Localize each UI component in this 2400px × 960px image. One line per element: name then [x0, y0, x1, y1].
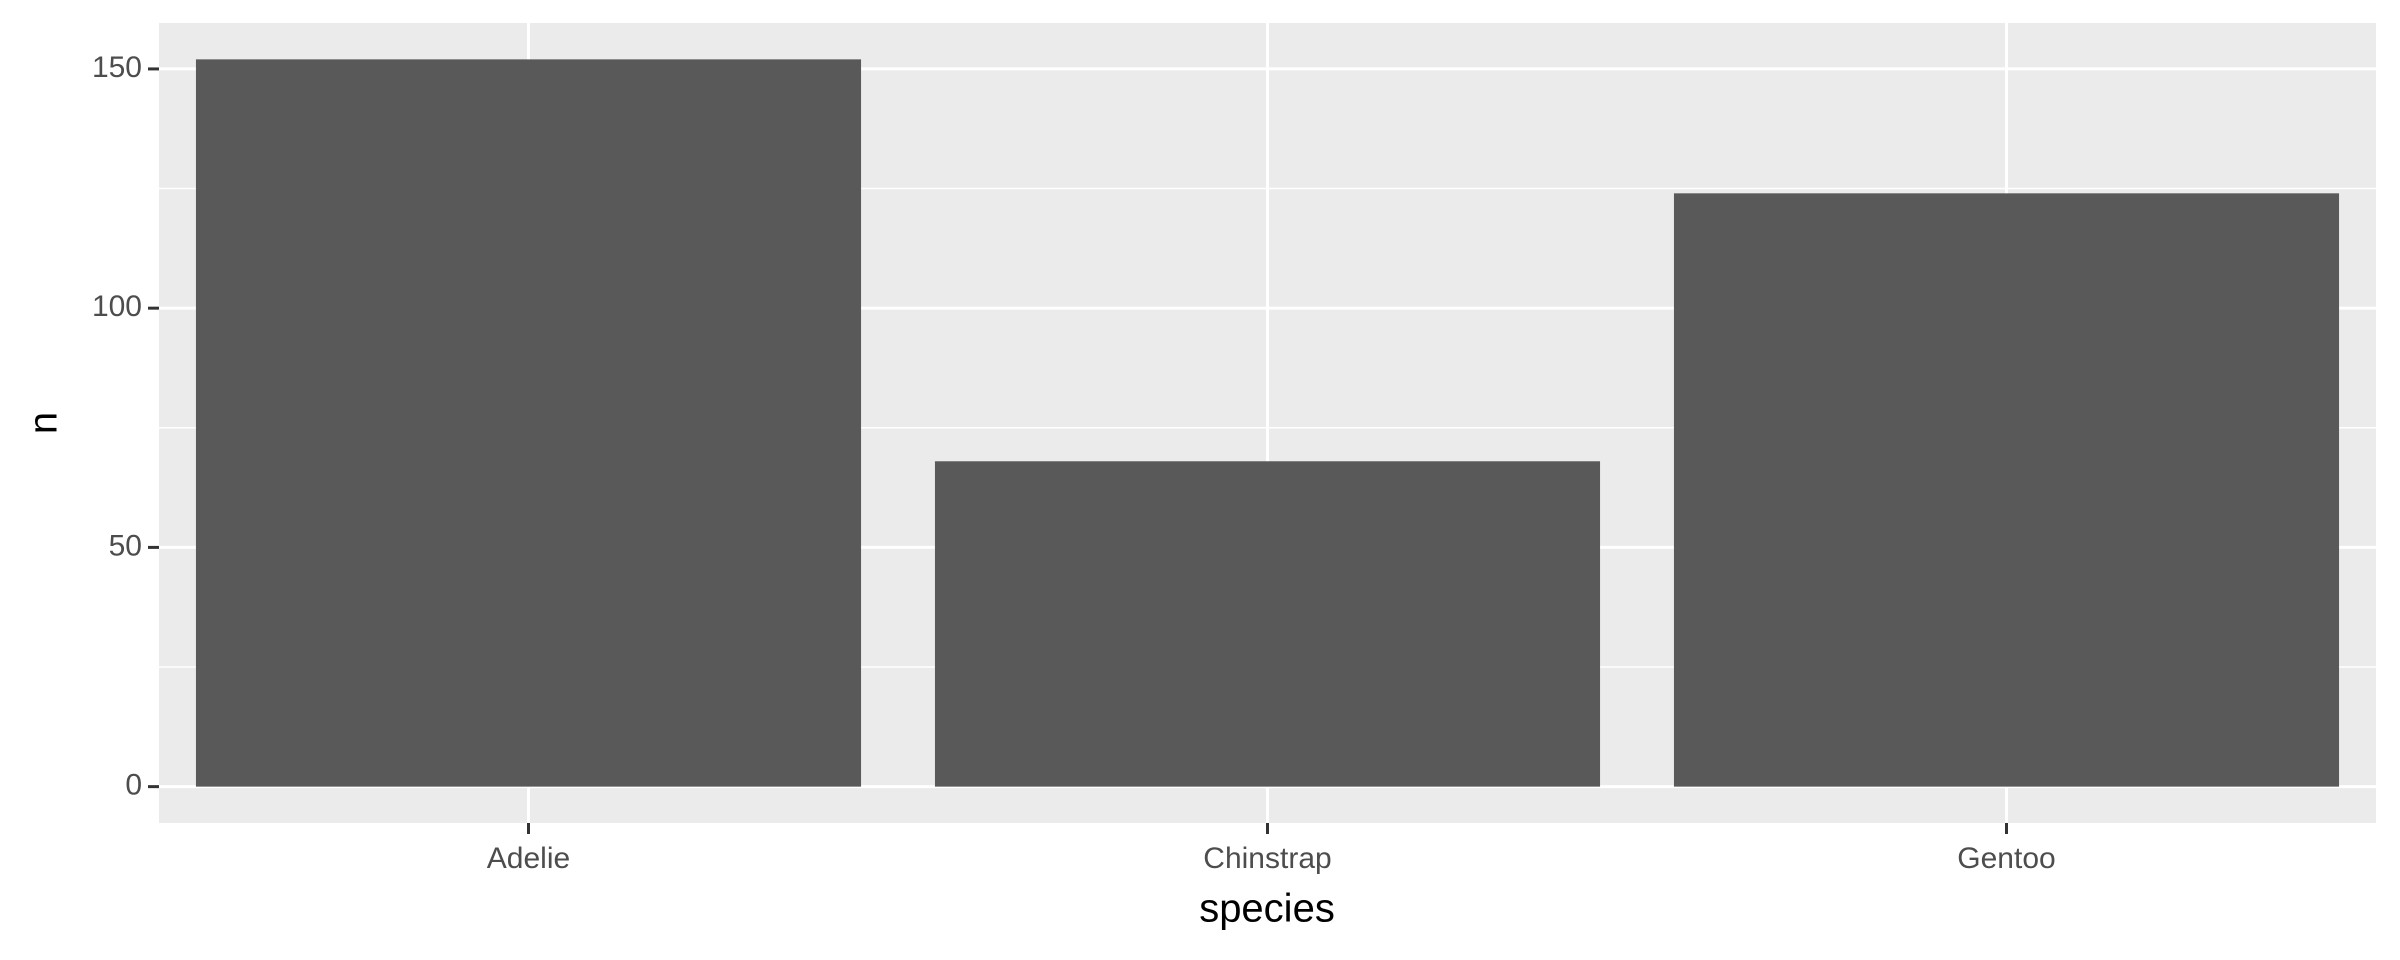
y-tick-label: 150 [92, 51, 142, 84]
bar [934, 461, 1601, 787]
x-tick-label: Chinstrap [1203, 842, 1331, 875]
y-axis-title: n [22, 412, 66, 434]
bar [1673, 193, 2340, 787]
y-tick-label: 50 [109, 529, 142, 562]
y-tick-label: 0 [125, 769, 142, 802]
y-tick-label: 100 [92, 290, 142, 323]
x-tick-label: Gentoo [1957, 842, 2055, 875]
bar [195, 59, 862, 787]
x-axis-title: species [1199, 887, 1335, 931]
x-tick-label: Adelie [487, 842, 570, 875]
